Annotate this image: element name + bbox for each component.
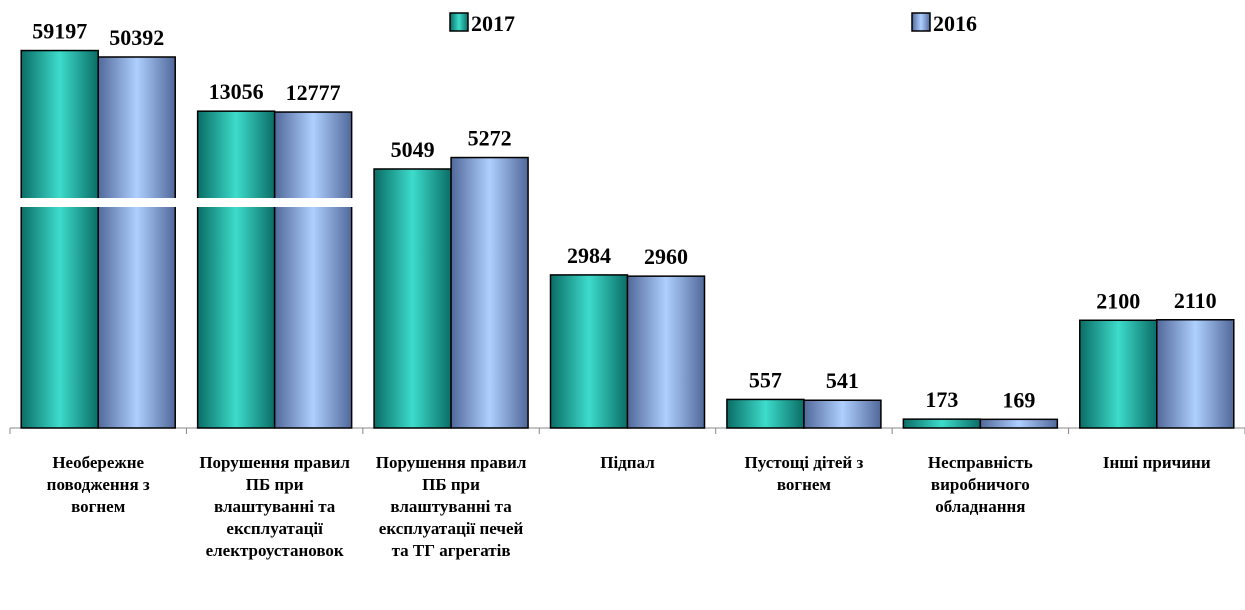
legend-label: 2017 (471, 11, 515, 36)
bar (902, 418, 982, 429)
data-label: 13056 (209, 79, 264, 104)
bar (1079, 319, 1158, 429)
axis-break (96, 198, 178, 207)
bar (196, 110, 276, 429)
legend-swatch (449, 12, 469, 32)
data-label: 2100 (1096, 288, 1140, 313)
x-tick-label: Несправність виробничого обладнання (927, 453, 1033, 516)
axis-break (19, 198, 101, 207)
axis-break (272, 198, 354, 207)
legend-label: 2016 (933, 11, 977, 36)
bar (626, 275, 706, 429)
bar (273, 111, 353, 429)
data-label: 557 (749, 367, 782, 392)
data-label: 50392 (109, 25, 164, 50)
x-tick-label: Необережне поводження з вогнем (46, 453, 150, 516)
bar (979, 418, 1059, 429)
x-tick-label: Порушення правил ПБ при влаштуванні та е… (199, 453, 350, 560)
bar (726, 398, 805, 429)
bar (803, 399, 882, 429)
x-tick-label: Пустощі дітей з вогнем (744, 453, 864, 494)
bar (97, 56, 176, 429)
bar (20, 49, 99, 429)
data-label: 12777 (286, 80, 341, 105)
x-tick-label: Підпал (600, 453, 655, 472)
x-tick-label: Інші причини (1102, 453, 1211, 472)
data-label: 173 (925, 387, 958, 412)
bar (549, 274, 629, 429)
data-label: 169 (1002, 387, 1035, 412)
data-label: 2960 (644, 244, 688, 269)
data-label: 5049 (391, 137, 435, 162)
bar (1156, 319, 1235, 429)
data-label: 2984 (567, 243, 611, 268)
data-label: 2110 (1174, 288, 1217, 313)
data-label: 541 (826, 368, 859, 393)
bar (450, 156, 529, 429)
bar (373, 168, 452, 429)
data-label: 59197 (32, 19, 87, 44)
x-tick-label: Порушення правил ПБ при влаштуванні та е… (375, 453, 527, 560)
legend-swatch (911, 12, 931, 32)
data-label: 5272 (468, 126, 512, 151)
axis-break (195, 198, 277, 207)
